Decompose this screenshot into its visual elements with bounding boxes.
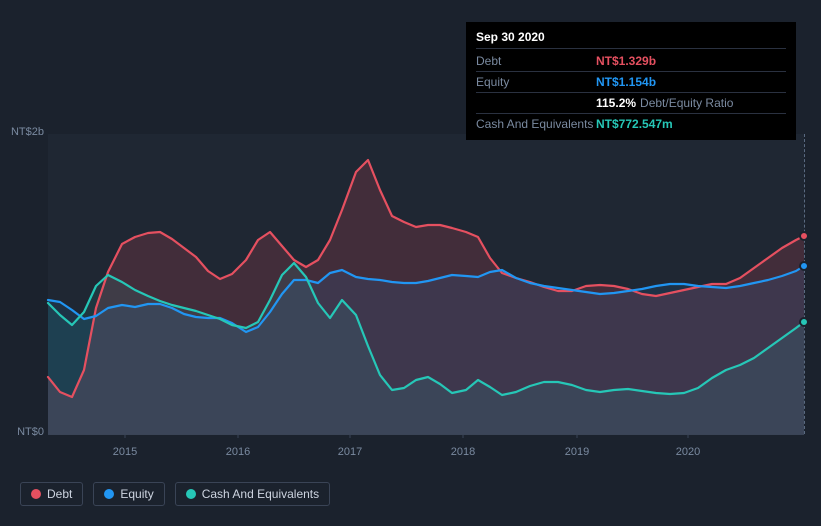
tooltip-row-value: NT$1.329b	[596, 52, 656, 70]
tooltip-row: DebtNT$1.329b	[476, 51, 786, 72]
legend-swatch	[186, 489, 196, 499]
legend-label: Cash And Equivalents	[202, 487, 319, 501]
series-end-marker	[799, 261, 809, 271]
x-axis-year-label: 2020	[676, 446, 700, 458]
tooltip-row: Cash And EquivalentsNT$772.547m	[476, 114, 786, 134]
legend-swatch	[104, 489, 114, 499]
tooltip-row-label	[476, 94, 596, 112]
x-axis-year-label: 2016	[226, 446, 250, 458]
tooltip-date: Sep 30 2020	[476, 28, 786, 49]
legend-item[interactable]: Debt	[20, 482, 83, 506]
tooltip-row: 115.2% Debt/Equity Ratio	[476, 93, 786, 114]
x-axis-year-label: 2018	[451, 446, 475, 458]
series-end-marker	[799, 317, 809, 327]
tooltip-ratio-percent: 115.2%	[596, 96, 636, 110]
tooltip-row-label: Equity	[476, 73, 596, 91]
legend-item[interactable]: Equity	[93, 482, 164, 506]
chart-tooltip: Sep 30 2020 DebtNT$1.329bEquityNT$1.154b…	[466, 22, 796, 140]
hover-indicator-line	[804, 134, 805, 434]
financial-chart-panel: NT$2b NT$0 201520162017201820192020 Sep …	[0, 0, 821, 526]
series-end-marker	[799, 231, 809, 241]
legend-label: Debt	[47, 487, 72, 501]
x-axis-year-label: 2015	[113, 446, 137, 458]
legend-item[interactable]: Cash And Equivalents	[175, 482, 330, 506]
tooltip-row: EquityNT$1.154b	[476, 72, 786, 93]
tooltip-row-value: NT$1.154b	[596, 73, 656, 91]
x-axis-year-label: 2017	[338, 446, 362, 458]
legend-swatch	[31, 489, 41, 499]
x-axis-year-label: 2019	[565, 446, 589, 458]
chart-legend: Debt Equity Cash And Equivalents	[20, 482, 330, 506]
tooltip-row-value: NT$772.547m	[596, 115, 673, 133]
tooltip-row-label: Cash And Equivalents	[476, 115, 596, 133]
tooltip-ratio-label: Debt/Equity Ratio	[640, 96, 733, 110]
tooltip-row-label: Debt	[476, 52, 596, 70]
legend-label: Equity	[120, 487, 153, 501]
